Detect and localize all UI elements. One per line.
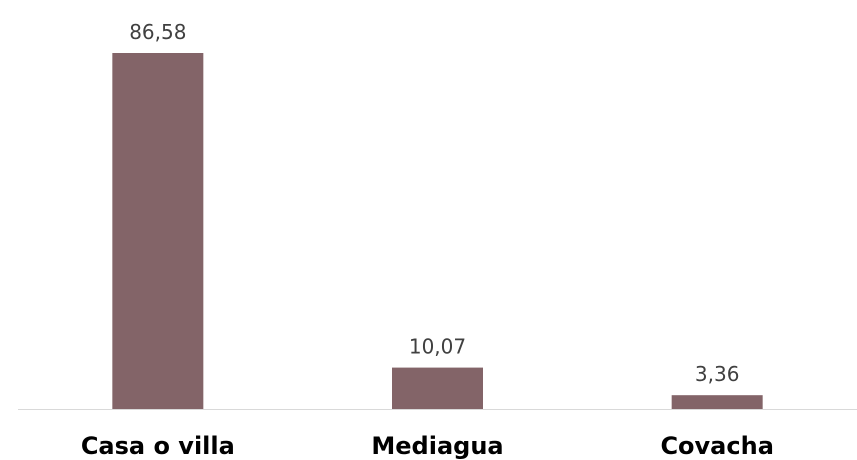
bar-0 bbox=[112, 53, 204, 409]
category-labels-group: Casa o villa Mediagua Covacha bbox=[81, 432, 774, 460]
category-label-1: Mediagua bbox=[371, 432, 503, 460]
bar-1 bbox=[392, 367, 483, 409]
data-label-1: 10,07 bbox=[409, 335, 466, 359]
category-label-2: Covacha bbox=[660, 432, 773, 460]
value-labels-group: 86,58 10,07 3,36 bbox=[129, 20, 739, 386]
bars-group bbox=[112, 53, 763, 409]
data-label-2: 3,36 bbox=[695, 362, 740, 386]
category-label-0: Casa o villa bbox=[81, 432, 235, 460]
data-label-0: 86,58 bbox=[129, 20, 186, 44]
bar-2 bbox=[671, 395, 763, 409]
